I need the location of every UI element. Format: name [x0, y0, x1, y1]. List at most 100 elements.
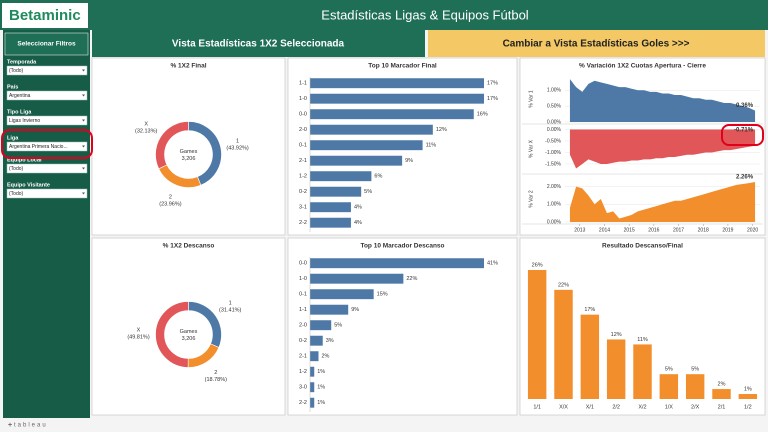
bar: [738, 394, 758, 399]
filter-label: Equipo Local: [7, 157, 42, 163]
dropdown-arrow: [82, 69, 85, 72]
area: [569, 79, 756, 122]
chart-title: Resultado Descanso/Final: [602, 243, 683, 250]
bar-value-label: 5%: [334, 323, 342, 329]
pane-title: % Var 2: [528, 190, 534, 208]
x-tick-label: 2018: [698, 227, 709, 233]
bar-category: 1-1: [299, 81, 307, 87]
slice-value-label: (23.96%): [159, 202, 181, 208]
bar: [310, 382, 315, 393]
bar-category: 0-0: [299, 112, 307, 118]
filter-value: (Todo): [9, 68, 24, 74]
chart-title: % 1X2 Descanso: [163, 243, 215, 250]
bar-category: 1-1: [299, 307, 307, 313]
chart-title: Top 10 Marcador Descanso: [360, 243, 444, 250]
x-tick-label: X/2: [638, 404, 646, 410]
dropdown-arrow: [82, 192, 85, 195]
slice-category: 2: [214, 370, 217, 376]
x-tick-label: 1/X: [665, 404, 674, 410]
filter-label: Tipo Liga: [7, 109, 32, 115]
bar-category: 2-1: [299, 354, 307, 360]
center-total: 3,206: [182, 336, 196, 342]
bar: [310, 366, 315, 377]
filter-dropdown[interactable]: [6, 188, 88, 199]
y-tick-label: 0.50%: [547, 103, 562, 109]
y-tick-label: 0.00%: [547, 127, 562, 133]
bar: [310, 93, 484, 104]
filter-dropdown[interactable]: [6, 90, 88, 101]
filter-label: Liga: [7, 135, 19, 141]
y-tick-label: -1.50%: [545, 161, 561, 167]
highlight-circle: [1, 129, 93, 159]
x-tick-label: 2019: [722, 227, 733, 233]
bar: [310, 109, 474, 120]
center-total: 3,206: [182, 156, 196, 162]
bar: [310, 304, 349, 315]
bar-value-label: 22%: [406, 276, 417, 282]
y-tick-label: 2.00%: [547, 184, 562, 190]
filter-value: Argentina Primera Nacio...: [9, 144, 68, 150]
active-view-button[interactable]: [92, 30, 425, 57]
bar-value-label: 1%: [744, 386, 752, 392]
bar: [310, 186, 362, 197]
y-tick-label: 0.00%: [547, 119, 562, 125]
switch-view-label: Cambiar a Vista Estadísticas Goles >>>: [503, 39, 690, 50]
highlight-circle: [721, 124, 764, 146]
bar: [310, 155, 403, 166]
x-tick-label: 2/1: [718, 404, 726, 410]
switch-view-button[interactable]: [428, 30, 765, 57]
y-tick-label: 1.00%: [547, 202, 562, 208]
bar: [310, 140, 423, 151]
bar-value-label: 9%: [405, 158, 413, 164]
filter-dropdown[interactable]: [6, 115, 88, 126]
filter-dropdown[interactable]: [6, 163, 88, 174]
bar-value-label: 11%: [637, 337, 648, 343]
bar-value-label: 17%: [487, 81, 498, 87]
bar-value-label: 12%: [611, 332, 622, 338]
end-label: 2.26%: [736, 175, 754, 181]
bar-value-label: 1%: [317, 369, 325, 375]
bar-category: 2-2: [299, 400, 307, 406]
bar: [685, 374, 705, 399]
bar-value-label: 11%: [426, 143, 437, 149]
bar: [310, 335, 323, 346]
bar: [580, 314, 600, 399]
filter-dropdown[interactable]: [6, 65, 88, 76]
bar-category: 1-2: [299, 369, 307, 375]
x-tick-label: 1/1: [533, 404, 541, 410]
x-tick-label: 2013: [574, 227, 585, 233]
x-tick-label: 2017: [673, 227, 684, 233]
filter-label: País: [7, 84, 18, 90]
bar: [527, 270, 547, 399]
pane-title: % Var X: [528, 139, 534, 158]
slice-category: 2: [169, 195, 172, 201]
x-tick-label: 2/2: [612, 404, 620, 410]
y-tick-label: -1.00%: [545, 150, 561, 156]
slice-value-label: (18.78%): [205, 377, 227, 383]
x-tick-label: 2/X: [691, 404, 700, 410]
bar: [554, 289, 573, 399]
chart-title: % 1X2 Final: [170, 63, 206, 70]
bar: [633, 344, 652, 399]
bar: [606, 339, 626, 399]
bar: [310, 351, 319, 362]
sidebar-title: Seleccionar Filtros: [17, 41, 76, 48]
bar-category: 0-1: [299, 143, 307, 149]
y-tick-label: 1.00%: [547, 88, 562, 94]
bar: [310, 202, 351, 213]
bar: [310, 171, 372, 182]
bar-value-label: 2%: [718, 382, 726, 388]
bar-value-label: 5%: [364, 189, 372, 195]
bar: [310, 289, 374, 300]
bar-category: 0-2: [299, 189, 307, 195]
filter-value: (Todo): [9, 191, 24, 197]
bar: [659, 374, 679, 399]
dropdown-arrow: [82, 119, 85, 122]
filter-value: Ligas Invierno: [9, 118, 40, 124]
center-label: Games: [180, 149, 198, 155]
filter-dropdown[interactable]: [6, 141, 88, 152]
footer-icon: +: [8, 422, 12, 429]
bar-value-label: 6%: [374, 174, 382, 180]
chart-title: Top 10 Marcador Final: [368, 63, 437, 70]
